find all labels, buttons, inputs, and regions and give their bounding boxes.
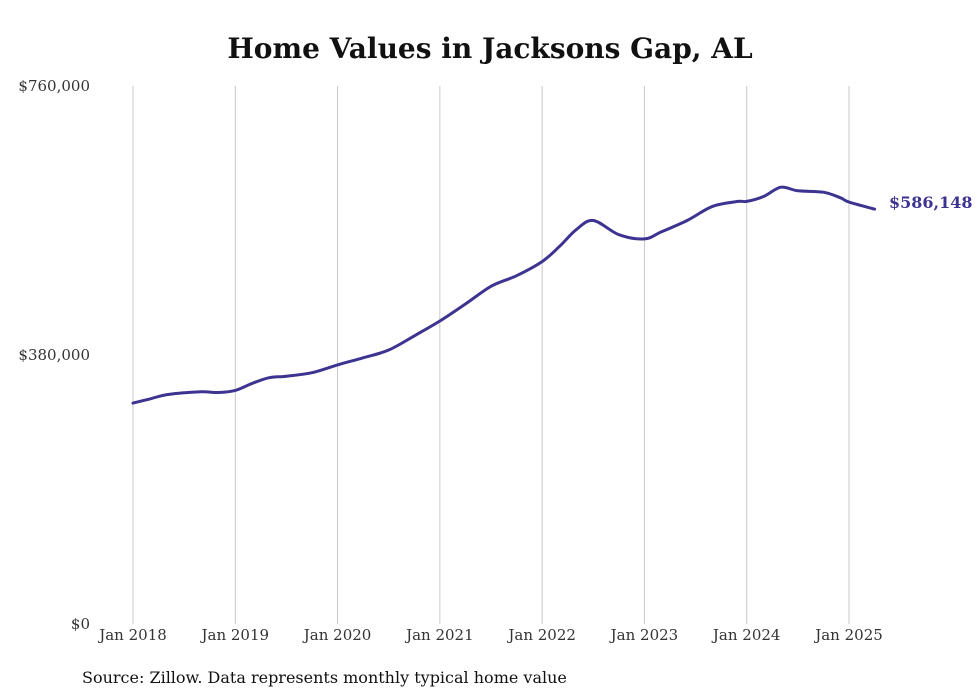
- x-tick-label: Jan 2025: [813, 626, 883, 644]
- chart-title: Home Values in Jacksons Gap, AL: [227, 32, 753, 65]
- grid-lines: [132, 86, 850, 624]
- x-tick-label: Jan 2023: [609, 626, 679, 644]
- x-tick-label: Jan 2022: [506, 626, 576, 644]
- end-value-label: $586,148: [889, 193, 973, 212]
- y-tick-label: $760,000: [18, 77, 90, 95]
- y-tick-label: $380,000: [18, 346, 90, 364]
- home-value-line: [131, 185, 877, 405]
- source-note: Source: Zillow. Data represents monthly …: [82, 668, 567, 687]
- x-tick-label: Jan 2018: [97, 626, 167, 644]
- y-axis-labels: $0 $380,000 $760,000: [18, 77, 90, 633]
- x-tick-label: Jan 2019: [200, 626, 270, 644]
- series-layer: [131, 185, 877, 405]
- x-tick-label: Jan 2021: [404, 626, 474, 644]
- x-tick-label: Jan 2024: [711, 626, 781, 644]
- y-tick-label: $0: [71, 615, 90, 633]
- x-tick-label: Jan 2020: [302, 626, 372, 644]
- x-axis-labels: Jan 2018 Jan 2019 Jan 2020 Jan 2021 Jan 2022…: [97, 626, 883, 644]
